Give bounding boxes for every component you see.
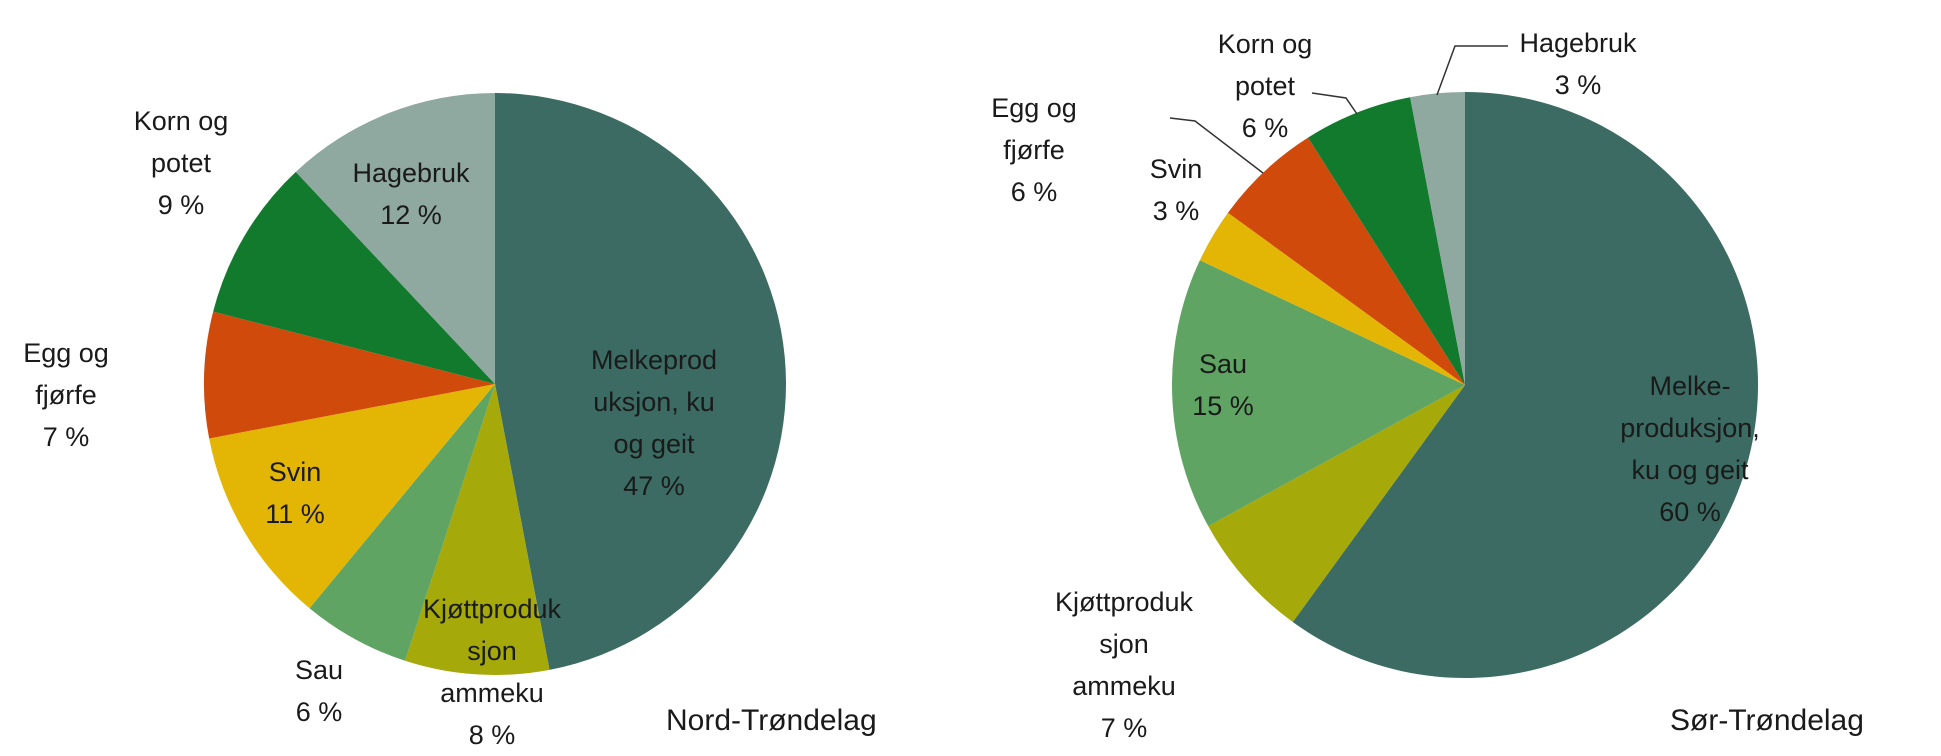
slice-label: Korn og potet 6 % — [1218, 29, 1313, 143]
pie-slice — [204, 311, 495, 439]
label-line: Svin — [269, 457, 322, 487]
pie-slice — [1199, 212, 1465, 385]
slice-label: Hagebruk 3 % — [1519, 28, 1637, 100]
value-label: 47 % — [623, 471, 685, 501]
label-line: Egg og — [991, 93, 1077, 123]
label-line: fjørfe — [35, 380, 97, 410]
label-line: Melke- — [1649, 371, 1730, 401]
slice-label: Sau 6 % — [295, 655, 343, 727]
value-label: 6 % — [1242, 113, 1289, 143]
label-line: produksjon, — [1620, 413, 1760, 443]
value-label: 60 % — [1659, 497, 1721, 527]
label-line: ammeku — [1072, 671, 1176, 701]
value-label: 7 % — [43, 422, 90, 452]
label-line: og geit — [613, 429, 695, 459]
pie-slice — [1208, 385, 1465, 623]
slice-label: Sau 15 % — [1192, 349, 1254, 421]
value-label: 3 % — [1555, 70, 1602, 100]
value-label: 12 % — [380, 200, 442, 230]
label-line: Sau — [1199, 349, 1247, 379]
value-label: 8 % — [469, 720, 516, 750]
slice-label: Melkeprod uksjon, ku og geit 47 % — [591, 345, 717, 501]
chart-title: Sør-Trøndelag — [1670, 704, 1864, 737]
label-line: Korn og — [134, 106, 229, 136]
pie-slice — [1292, 92, 1759, 678]
pie-slice — [213, 171, 495, 384]
slice-label: Egg og fjørfe 6 % — [991, 93, 1077, 207]
value-label: 7 % — [1101, 713, 1148, 743]
slice-label: Hagebruk 12 % — [352, 158, 470, 230]
slice-label: Melke-produksjon, ku og geit 60 % — [1620, 371, 1760, 527]
value-label: 6 % — [296, 697, 343, 727]
leader-line — [1311, 92, 1358, 115]
leader-lines — [1169, 45, 1508, 174]
label-line: ammeku — [440, 678, 544, 708]
label-line: uksjon, ku — [593, 387, 715, 417]
label-line: Kjøttproduk — [1055, 587, 1194, 617]
slice-label: Svin 3 % — [1150, 154, 1203, 226]
leader-line — [1436, 45, 1508, 96]
label-line: Sau — [295, 655, 343, 685]
label-line: Hagebruk — [1519, 28, 1637, 58]
label-line: Kjøttproduk — [423, 594, 562, 624]
label-line: Hagebruk — [352, 158, 470, 188]
leader-line — [1169, 117, 1264, 174]
label-line: potet — [1235, 71, 1296, 101]
pie-slice — [209, 384, 495, 609]
slice-label: Svin 11 % — [265, 457, 325, 529]
label-line: Melkeprod — [591, 345, 717, 375]
value-label: 9 % — [158, 190, 205, 220]
slice-label: Kjøttproduk sjon ammeku 8 % — [423, 594, 562, 750]
chart-title: Nord-Trøndelag — [666, 704, 877, 737]
label-line: ku og geit — [1631, 455, 1749, 485]
pie-slice — [1227, 137, 1465, 385]
slice-label: Kjøttproduk sjon ammeku 7 % — [1055, 587, 1194, 743]
label-line: sjon — [467, 636, 517, 666]
slice-label: Korn og potet 9 % — [134, 106, 229, 220]
value-label: 6 % — [1011, 177, 1058, 207]
pie-slice — [405, 384, 550, 675]
pie-slice — [295, 93, 495, 384]
slice-label: Egg og fjørfe 7 % — [23, 338, 109, 452]
label-line: Korn og — [1218, 29, 1313, 59]
pie-slice — [1410, 92, 1465, 385]
pie-slice — [309, 384, 495, 661]
label-line: Egg og — [23, 338, 109, 368]
value-label: 15 % — [1192, 391, 1254, 421]
pie-slice — [1308, 97, 1465, 386]
label-line: fjørfe — [1003, 135, 1065, 165]
label-line: potet — [151, 148, 212, 178]
label-line: Svin — [1150, 154, 1203, 184]
pie-slice — [495, 93, 786, 670]
pie-slice — [1172, 260, 1465, 527]
value-label: 3 % — [1153, 196, 1200, 226]
value-label: 11 % — [265, 499, 325, 529]
label-line: sjon — [1099, 629, 1149, 659]
